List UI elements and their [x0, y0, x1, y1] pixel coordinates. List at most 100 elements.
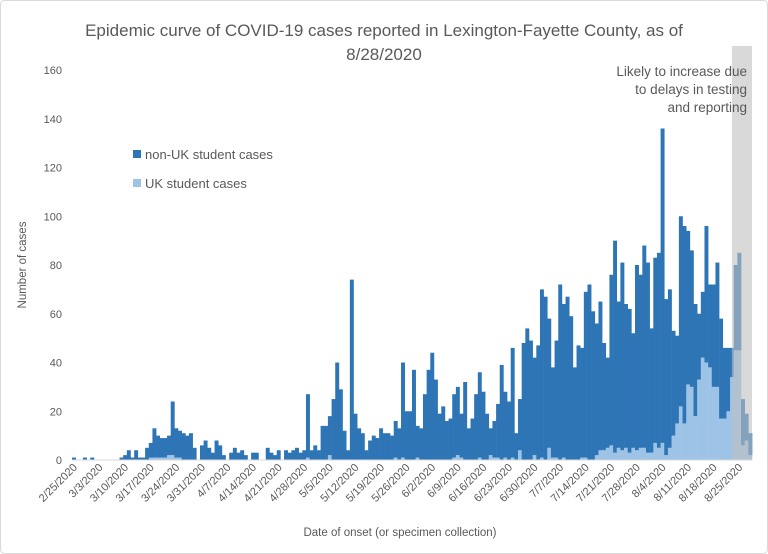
- bar-non-uk-student-cases: [642, 245, 647, 448]
- bar-non-uk-student-cases: [90, 457, 95, 460]
- bar-non-uk-student-cases: [156, 435, 161, 458]
- bar-non-uk-student-cases: [602, 343, 607, 451]
- bar-non-uk-student-cases: [452, 394, 457, 458]
- bar-non-uk-student-cases: [726, 347, 731, 412]
- bar-uk-student-cases: [609, 445, 614, 461]
- chart-title-line-1: Epidemic curve of COVID-19 cases reporte…: [85, 21, 683, 40]
- bar-non-uk-student-cases: [528, 340, 533, 460]
- bar-non-uk-student-cases: [287, 452, 292, 460]
- bar-uk-student-cases: [678, 406, 683, 461]
- bar-uk-student-cases: [496, 457, 501, 460]
- bar-non-uk-student-cases: [145, 447, 150, 460]
- bar-non-uk-student-cases: [558, 284, 563, 460]
- bar-non-uk-student-cases: [572, 367, 577, 461]
- bar-non-uk-student-cases: [565, 296, 570, 460]
- bar-non-uk-student-cases: [207, 447, 212, 460]
- bar-non-uk-student-cases: [437, 413, 442, 460]
- bar-non-uk-student-cases: [715, 262, 720, 387]
- bar-uk-student-cases: [645, 452, 650, 460]
- annotation-line-1: Likely to increase due: [616, 64, 747, 79]
- legend-swatch-uk: [133, 179, 141, 187]
- bar-non-uk-student-cases: [141, 457, 146, 460]
- bar-non-uk-student-cases: [188, 433, 193, 460]
- bar-non-uk-student-cases: [251, 452, 256, 460]
- bar-non-uk-student-cases: [185, 435, 190, 461]
- bar-uk-student-cases: [305, 457, 310, 460]
- bar-non-uk-student-cases: [627, 308, 632, 453]
- bar-non-uk-student-cases: [210, 452, 215, 460]
- bar-non-uk-student-cases: [660, 128, 665, 443]
- bar-non-uk-student-cases: [499, 364, 504, 460]
- bar-non-uk-student-cases: [338, 389, 343, 460]
- bar-uk-student-cases: [605, 447, 610, 460]
- bar-non-uk-student-cases: [82, 457, 87, 460]
- bar-uk-student-cases: [510, 457, 515, 460]
- bar-non-uk-student-cases: [569, 316, 574, 460]
- bar-non-uk-student-cases: [313, 445, 318, 461]
- bar-non-uk-student-cases: [430, 352, 435, 460]
- bar-uk-student-cases: [624, 447, 628, 460]
- bar-non-uk-student-cases: [719, 318, 724, 419]
- bar-non-uk-student-cases: [324, 425, 329, 461]
- delay-shaded-region: [731, 46, 752, 460]
- bar-non-uk-student-cases: [254, 452, 259, 460]
- bar-non-uk-student-cases: [320, 425, 325, 461]
- bar-non-uk-student-cases: [697, 313, 702, 380]
- bar-non-uk-student-cases: [360, 433, 365, 460]
- bar-non-uk-student-cases: [218, 445, 223, 461]
- bar-non-uk-student-cases: [521, 343, 526, 460]
- bar-non-uk-student-cases: [415, 425, 420, 458]
- bar-non-uk-student-cases: [514, 433, 519, 460]
- annotation-line-3: and reporting: [667, 100, 747, 115]
- y-tick-label: 120: [44, 163, 62, 175]
- bar-non-uk-student-cases: [470, 418, 475, 460]
- bar-non-uk-student-cases: [214, 440, 219, 460]
- bar-non-uk-student-cases: [163, 438, 168, 458]
- bar-uk-student-cases: [638, 447, 643, 460]
- bar-non-uk-student-cases: [591, 311, 596, 460]
- bar-non-uk-student-cases: [335, 362, 340, 460]
- bar-uk-student-cases: [697, 379, 702, 460]
- bar-non-uk-student-cases: [379, 428, 384, 460]
- bar-non-uk-student-cases: [422, 394, 427, 460]
- bar-non-uk-student-cases: [444, 421, 449, 460]
- bar-non-uk-student-cases: [371, 435, 376, 461]
- bar-uk-student-cases: [547, 447, 552, 460]
- bar-uk-student-cases: [635, 450, 639, 460]
- bar-uk-student-cases: [660, 442, 665, 460]
- bar-uk-student-cases: [700, 357, 705, 461]
- bar-uk-student-cases: [561, 457, 566, 460]
- bar-non-uk-student-cases: [620, 262, 625, 451]
- bar-non-uk-student-cases: [686, 230, 691, 385]
- bar-non-uk-student-cases: [419, 428, 424, 460]
- bar-uk-student-cases: [715, 386, 720, 461]
- y-axis-label: Number of cases: [17, 221, 29, 308]
- bar-uk-student-cases: [178, 457, 182, 460]
- bar-uk-student-cases: [159, 457, 164, 460]
- bar-non-uk-student-cases: [554, 340, 559, 458]
- bar-uk-student-cases: [327, 455, 332, 461]
- bar-non-uk-student-cases: [708, 284, 713, 368]
- bar-non-uk-student-cases: [543, 296, 548, 460]
- bar-non-uk-student-cases: [229, 452, 234, 460]
- bar-non-uk-student-cases: [412, 369, 416, 460]
- bar-non-uk-student-cases: [284, 450, 288, 460]
- bar-non-uk-student-cases: [199, 445, 204, 461]
- bar-non-uk-student-cases: [711, 284, 716, 387]
- bar-uk-student-cases: [452, 457, 457, 460]
- y-tick-label: 140: [44, 114, 62, 126]
- bar-uk-student-cases: [631, 447, 636, 460]
- bar-non-uk-student-cases: [656, 252, 661, 448]
- legend-swatch-non-uk: [133, 150, 141, 158]
- bar-non-uk-student-cases: [404, 411, 409, 460]
- bar-non-uk-student-cases: [649, 328, 654, 453]
- bar-uk-student-cases: [722, 418, 727, 460]
- y-axis-ticks: 0 20 40 60 80 100 120 140 160: [44, 65, 62, 467]
- bar-non-uk-student-cases: [273, 455, 278, 461]
- bar-non-uk-student-cases: [693, 304, 698, 417]
- bar-non-uk-student-cases: [474, 394, 479, 460]
- bar-non-uk-student-cases: [236, 452, 241, 460]
- bar-non-uk-student-cases: [386, 433, 391, 460]
- bar-non-uk-student-cases: [638, 274, 643, 448]
- bar-non-uk-student-cases: [539, 289, 544, 458]
